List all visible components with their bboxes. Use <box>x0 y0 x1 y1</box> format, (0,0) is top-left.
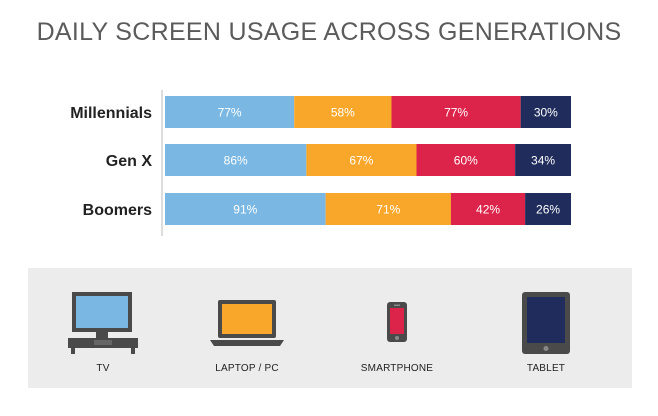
data-label: 71% <box>376 203 400 217</box>
data-label: 91% <box>233 203 257 217</box>
data-label: 77% <box>218 106 242 120</box>
legend-label-tv: TV <box>96 363 110 374</box>
bars-layer: Millennials 77% 58% 77% 30% Gen X 86% 67% 60% 34%… <box>70 96 571 225</box>
tv-icon <box>68 292 138 354</box>
data-label: 42% <box>476 203 500 217</box>
data-label: 58% <box>331 106 355 120</box>
data-label: 67% <box>349 154 373 168</box>
smartphone-icon <box>387 302 407 342</box>
bar-segment <box>165 96 295 128</box>
bar-segment <box>391 96 521 128</box>
legend-panel: TV LAPTOP / PC SMARTPHONE TABLET <box>28 268 632 388</box>
legend-label-tablet: TABLET <box>526 363 566 374</box>
bar-segment <box>520 96 571 128</box>
category-label: Gen X <box>106 153 153 170</box>
data-label: 86% <box>224 154 248 168</box>
stacked-bar-chart: Millennials 77% 58% 77% 30% Gen X 86% 67% 60% 34%… <box>70 90 571 236</box>
data-label: 77% <box>444 106 468 120</box>
bar-segment <box>450 193 526 225</box>
chart-title: DAILY SCREEN USAGE ACROSS GENERATIONS <box>36 18 622 46</box>
category-label: Millennials <box>70 105 152 122</box>
bar-segment <box>525 193 571 225</box>
data-label: 60% <box>454 154 478 168</box>
bar-segment <box>165 193 326 225</box>
data-label: 26% <box>536 203 560 217</box>
bar-segment <box>165 144 307 176</box>
bar-segment <box>515 144 571 176</box>
legend-label-smartphone: SMARTPHONE <box>360 363 434 374</box>
bar-segment <box>325 193 451 225</box>
legend-label-laptop: LAPTOP / PC <box>215 363 279 374</box>
category-label: Boomers <box>83 202 152 219</box>
data-label: 30% <box>534 106 558 120</box>
bar-segment <box>294 96 392 128</box>
bar-segment <box>416 144 516 176</box>
data-label: 34% <box>531 154 555 168</box>
laptop-icon <box>210 300 284 346</box>
bar-segment <box>306 144 417 176</box>
tablet-icon <box>522 292 570 354</box>
